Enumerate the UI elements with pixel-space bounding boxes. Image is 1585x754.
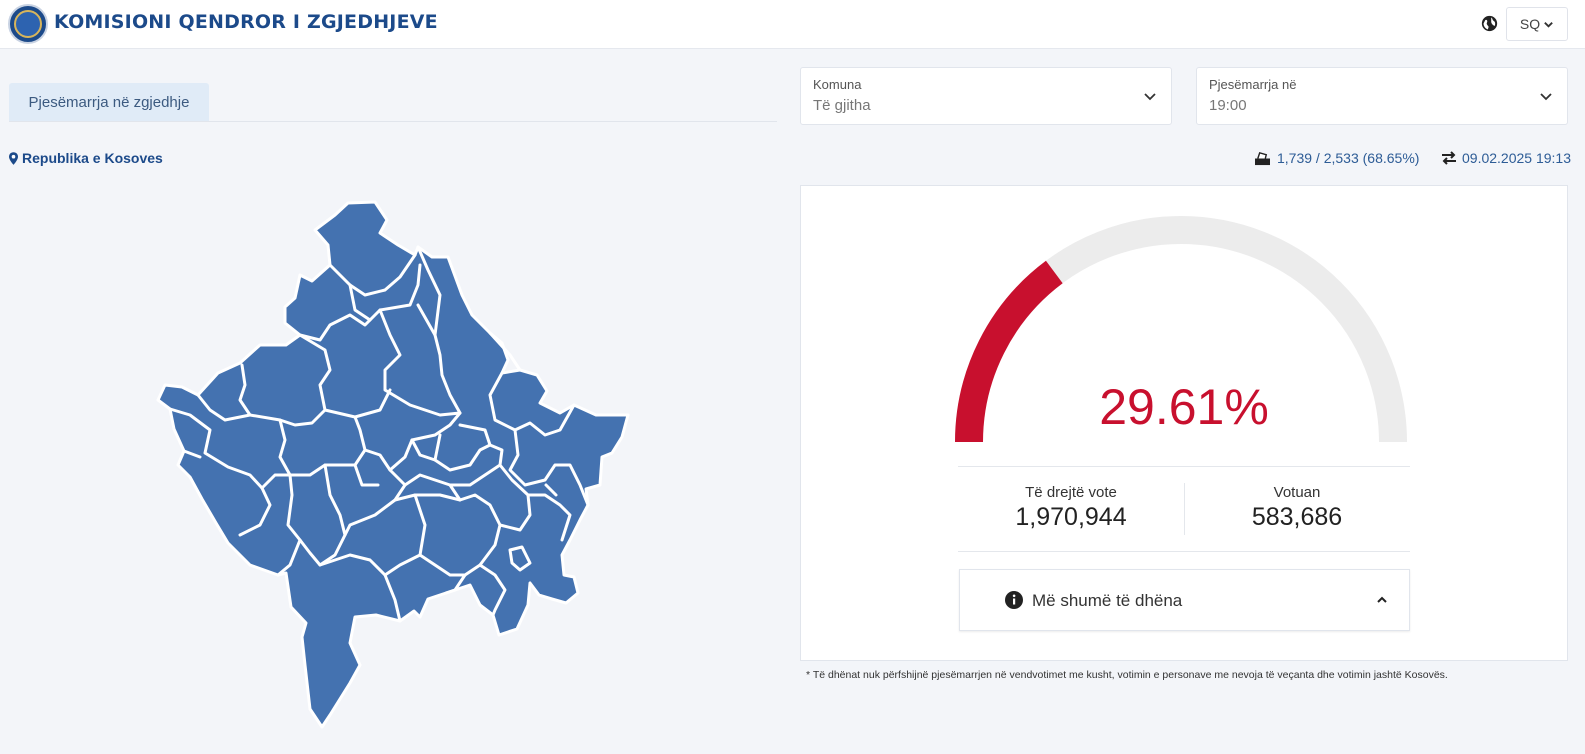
komuna-label: Komuna	[813, 77, 862, 92]
app-title[interactable]: KOMISIONI QENDROR I ZGJEDHJEVE	[54, 11, 438, 33]
turnout-percent: 29.61%	[1099, 379, 1269, 435]
stats-bottom-divider	[958, 551, 1410, 552]
globe-icon	[1481, 15, 1498, 32]
last-updated: 09.02.2025 19:13	[1441, 150, 1571, 166]
municipality-borders	[168, 245, 590, 623]
footnote: * Të dhënat nuk përfshijnë pjesëmarrjen …	[806, 669, 1448, 681]
exchange-icon	[1442, 151, 1456, 165]
time-select[interactable]: Pjesëmarrja në 19:00	[1196, 67, 1568, 125]
chevron-down-icon	[1540, 93, 1552, 101]
komuna-value: Të gjitha	[813, 97, 871, 114]
logo-icon[interactable]	[8, 4, 48, 44]
time-value: 19:00	[1209, 97, 1247, 114]
more-data-toggle[interactable]: Më shumë të dhëna	[959, 569, 1410, 631]
komuna-select[interactable]: Komuna Të gjitha	[800, 67, 1172, 125]
chevron-up-icon	[1377, 596, 1387, 603]
location-breadcrumb: Republika e Kosoves	[9, 150, 163, 166]
kosovo-region[interactable]	[156, 200, 630, 729]
tab-turnout[interactable]: Pjesëmarrja në zgjedhje	[9, 83, 209, 121]
more-data-label: Më shumë të dhëna	[1032, 591, 1183, 610]
voted-stat: Votuan 583,686	[1184, 484, 1410, 532]
voted-value: 583,686	[1251, 503, 1343, 531]
polling-stations-stat: 1,739 / 2,533 (68.65%)	[1254, 150, 1419, 166]
chevron-down-icon	[1144, 93, 1156, 101]
gauge-fill	[955, 260, 1063, 443]
eligible-voters-stat: Të drejtë vote 1,970,944	[958, 484, 1184, 532]
top-bar: KOMISIONI QENDROR I ZGJEDHJEVE SQ	[0, 0, 1585, 49]
turnout-gauge	[955, 216, 1407, 443]
eligible-voters-label: Të drejtë vote	[1025, 484, 1117, 501]
ballot-box-icon	[1255, 151, 1270, 165]
last-updated-value: 09.02.2025 19:13	[1462, 150, 1571, 166]
stats-top-divider	[958, 466, 1410, 467]
eligible-voters-value: 1,970,944	[1015, 503, 1127, 531]
language-label: SQ	[1519, 16, 1541, 32]
kosovo-map[interactable]	[150, 195, 640, 735]
voted-label: Votuan	[1273, 484, 1321, 501]
tab-divider	[9, 121, 777, 122]
info-icon	[1005, 591, 1023, 609]
chevron-down-icon	[1544, 21, 1553, 28]
turnout-card: 29.61% Të drejtë vote 1,970,944 Votuan 5…	[800, 185, 1568, 661]
time-label: Pjesëmarrja në	[1209, 77, 1297, 92]
polling-stations-value: 1,739 / 2,533 (68.65%)	[1277, 150, 1420, 166]
stats-vertical-divider	[1184, 483, 1185, 535]
location-label: Republika e Kosoves	[22, 150, 163, 166]
map-marker-icon	[9, 151, 18, 165]
language-select[interactable]: SQ	[1506, 7, 1568, 41]
